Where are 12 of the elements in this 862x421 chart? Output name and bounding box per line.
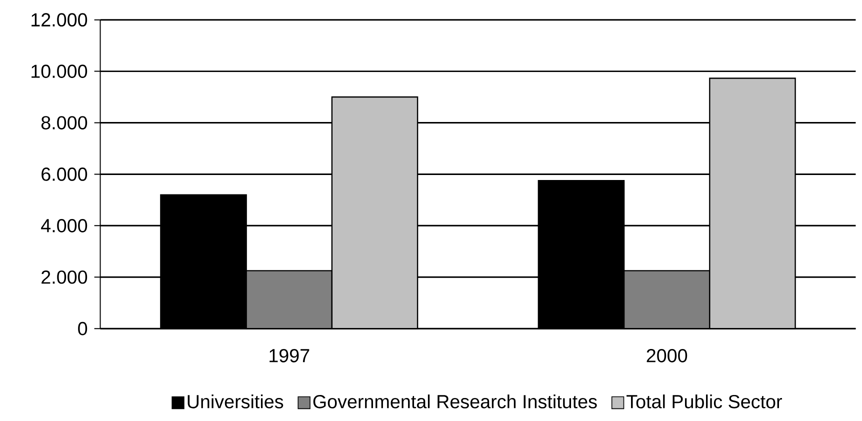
- legend-label: Total Public Sector: [626, 394, 782, 408]
- y-tick-label: 2.000: [42, 270, 88, 284]
- x-tick-label: 2000: [646, 349, 688, 362]
- y-tick-label: 8.000: [41, 116, 88, 130]
- y-tick-label: 0: [78, 322, 88, 336]
- legend-label: Governmental Research Institutes: [313, 394, 597, 408]
- y-tick-label: 12.000: [32, 13, 88, 27]
- x-tick-label: 1997: [270, 349, 310, 362]
- legend-label: Universities: [188, 394, 284, 408]
- y-tick-label: 6.000: [42, 168, 88, 181]
- y-tick-label: 4.000: [41, 219, 88, 232]
- y-tick-label: 10.000: [32, 64, 88, 78]
